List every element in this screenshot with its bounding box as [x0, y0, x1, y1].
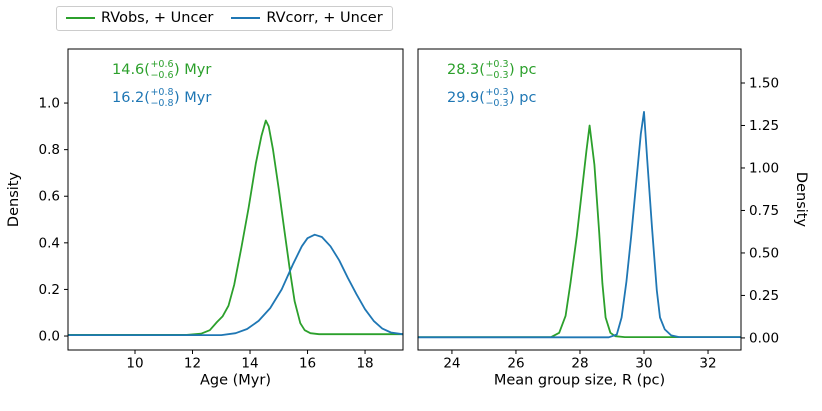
peak-annotation-rvobs: 14.6(+0.6 −0.6) Myr [112, 59, 212, 81]
annotation-minus-error: −0.3 [485, 97, 509, 109]
x-tick-label: 16 [299, 356, 316, 372]
y-tick-label: 0.50 [749, 245, 779, 261]
rvobs-line-swatch [66, 17, 95, 19]
y-tick-label: 0.4 [39, 235, 60, 251]
legend: RVobs, + Uncer RVcorr, + Uncer [56, 6, 393, 31]
x-tick-label: 18 [356, 356, 373, 372]
curve-rvobs-uncer [68, 119, 404, 336]
annotation-uncertainty: +0.8 −0.8 [150, 87, 174, 109]
curve-rvobs-uncer [417, 124, 741, 339]
x-axis-label: Age (Myr) [200, 373, 271, 389]
peak-annotation-rvcorr: 29.9(+0.3 −0.3) pc [447, 87, 537, 109]
annotation-unit: ) pc [509, 90, 537, 107]
annotation-plus-error: +0.3 [485, 59, 509, 70]
y-tick-label: 1.00 [749, 160, 779, 176]
x-tick-label: 26 [507, 356, 524, 372]
annotation-minus-error: −0.8 [150, 97, 174, 109]
x-tick-label: 30 [635, 356, 652, 372]
x-tick-label: 12 [184, 356, 201, 372]
annotation-unit: ) Myr [174, 90, 212, 107]
annotation-value: 29.9( [447, 90, 485, 107]
axes-frame [67, 48, 404, 351]
annotation-unit: ) Myr [174, 62, 212, 79]
x-tick-label: 32 [699, 356, 716, 372]
y-tick-label: 0.75 [749, 203, 779, 219]
y-tick-label: 1.0 [39, 96, 60, 112]
y-axis-label: Density [793, 172, 809, 228]
annotation-value: 14.6( [112, 62, 150, 79]
rvcorr-line-swatch [231, 17, 261, 19]
y-tick-label: 1.50 [749, 75, 779, 91]
axes-frame [417, 48, 742, 351]
annotation-uncertainty: +0.6 −0.6 [150, 59, 174, 81]
legend-item-rvobs: RVobs, + Uncer [66, 10, 213, 26]
peak-annotation-rvcorr: 16.2(+0.8 −0.8) Myr [112, 87, 212, 109]
legend-label-rvobs: RVobs, + Uncer [101, 10, 214, 26]
annotation-plus-error: +0.3 [485, 87, 509, 98]
y-tick-label: 0.2 [39, 282, 60, 298]
legend-item-rvcorr: RVcorr, + Uncer [231, 10, 383, 26]
annotation-uncertainty: +0.3 −0.3 [485, 87, 509, 109]
x-tick-label: 28 [571, 356, 588, 372]
y-axis-label: Density [6, 172, 22, 228]
y-tick-label: 0.25 [749, 288, 779, 304]
x-axis-label: Mean group size, R (pc) [494, 373, 665, 389]
y-tick-label: 0.8 [39, 142, 60, 158]
x-tick-label: 10 [126, 356, 143, 372]
annotation-plus-error: +0.8 [150, 87, 174, 98]
x-tick-label: 24 [443, 356, 460, 372]
y-tick-label: 0.6 [39, 189, 60, 205]
curve-rvcorr-uncer [68, 233, 404, 337]
y-tick-label: 0.0 [39, 329, 60, 345]
curve-rvcorr-uncer [417, 111, 741, 339]
annotation-plus-error: +0.6 [150, 59, 174, 70]
x-tick-label: 14 [241, 356, 258, 372]
legend-label-rvcorr: RVcorr, + Uncer [266, 10, 383, 26]
annotation-minus-error: −0.6 [150, 69, 174, 81]
annotation-value: 28.3( [447, 62, 485, 79]
annotation-minus-error: −0.3 [485, 69, 509, 81]
annotation-unit: ) pc [509, 62, 537, 79]
annotation-value: 16.2( [112, 90, 150, 107]
annotation-uncertainty: +0.3 −0.3 [485, 59, 509, 81]
y-tick-label: 0.00 [749, 330, 779, 346]
peak-annotation-rvobs: 28.3(+0.3 −0.3) pc [447, 59, 537, 81]
y-tick-label: 1.25 [749, 118, 779, 134]
